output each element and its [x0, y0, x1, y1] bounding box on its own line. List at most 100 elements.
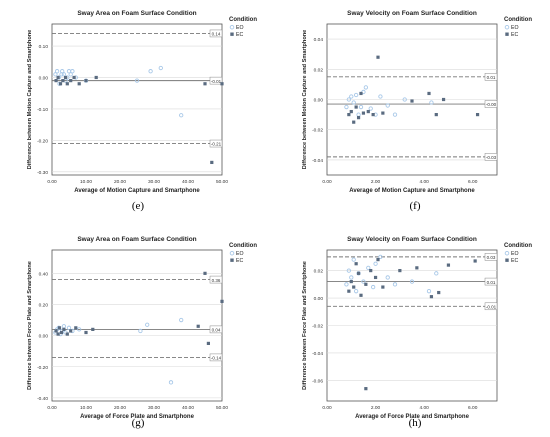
x-tick-label: 20.00: [114, 405, 126, 411]
ref-label: 0.04: [212, 328, 221, 333]
data-point-eo: [373, 261, 378, 266]
data-point-ec: [65, 82, 69, 86]
x-tick-label: 20.00: [114, 179, 126, 185]
y-axis-label: Difference between Force Plate and Smart…: [27, 261, 33, 390]
chart-title: Sway Velocity on Foam Surface Condition: [347, 236, 477, 243]
chart-title: Sway Area on Foam Surface Condition: [77, 236, 196, 243]
data-point-eo: [353, 92, 359, 98]
y-tick-label: 0.40: [39, 271, 49, 277]
data-point-eo: [385, 275, 390, 280]
data-point-ec: [446, 263, 451, 267]
y-axis-label: Difference between Motion Capture and Sm…: [27, 30, 33, 170]
data-point-ec: [58, 82, 63, 86]
data-point-eo: [344, 104, 349, 110]
data-point-eo: [54, 69, 60, 74]
data-point-ec: [56, 332, 60, 336]
y-tick-label: -0.02: [312, 324, 323, 330]
data-point-ec: [473, 259, 477, 263]
data-point-ec: [54, 329, 58, 333]
ref-label-box: [209, 353, 223, 362]
data-point-eo: [148, 69, 153, 74]
data-point-ec: [410, 99, 414, 103]
data-point-eo: [61, 72, 67, 77]
chart-title: Sway Velocity on Foam Surface Condition: [347, 10, 477, 17]
chart-panel-f: Sway Velocity on Foam Surface Condition 0…: [275, 0, 550, 194]
plot-frame: [51, 249, 223, 402]
data-point-ec: [74, 326, 78, 330]
data-point-eo: [349, 275, 354, 280]
data-point-eo: [370, 284, 376, 290]
data-point-eo: [66, 325, 72, 330]
chart-panel-h: Sway Velocity on Foam Surface Condition 0…: [275, 226, 550, 420]
data-point-eo: [351, 100, 356, 105]
data-point-ec: [381, 111, 385, 115]
data-point-eo: [385, 103, 390, 108]
x-axis-label: Average of Force Plate and Smartphone: [355, 414, 469, 420]
y-axis-label: Difference between Motion Capture and Sm…: [302, 30, 308, 170]
x-tick-label: 40.00: [182, 179, 194, 185]
caption-e: (e): [131, 200, 145, 212]
data-point-ec: [475, 113, 480, 117]
legend-label: EO: [511, 251, 519, 257]
data-point-eo: [68, 72, 73, 77]
data-point-eo: [83, 78, 89, 83]
data-point-eo: [426, 289, 432, 294]
data-point-ec: [57, 326, 62, 330]
data-point-eo: [368, 106, 373, 111]
ref-label: 0.14: [212, 32, 221, 37]
x-tick-label: 0.00: [322, 405, 332, 411]
data-point-ec: [376, 55, 380, 59]
chart-g: Sway Area on Foam Surface Condition 0.36 0…: [27, 236, 257, 420]
ref-label-box: [484, 73, 498, 81]
data-point-ec: [441, 97, 446, 102]
ref-label: 0.01: [487, 280, 496, 285]
data-point-eo: [134, 78, 140, 83]
data-point-eo: [346, 268, 352, 273]
data-point-ec: [356, 116, 361, 120]
data-point-ec: [347, 113, 351, 117]
x-axis-label: Average of Force Plate and Smartphone: [80, 414, 194, 420]
ref-label-box: [209, 325, 223, 334]
y-tick-label: 0.00: [314, 296, 324, 302]
y-tick-label: -0.20: [37, 138, 48, 144]
data-point-ec: [381, 285, 385, 289]
data-point-eo: [145, 322, 150, 327]
chart-f: Sway Velocity on Foam Surface Condition 0…: [302, 10, 532, 194]
y-tick-label: 0.00: [39, 334, 49, 340]
legend-label: EO: [236, 25, 244, 31]
data-point-ec: [429, 295, 434, 299]
legend-title: Condition: [229, 17, 257, 23]
legend-label: EC: [511, 32, 518, 38]
legend-marker-ec: [230, 32, 234, 36]
legend-label: EC: [511, 258, 518, 264]
data-point-ec: [210, 160, 214, 165]
caption-f: (f): [409, 200, 421, 212]
plot-frame: [51, 23, 223, 176]
y-tick-label: -0.30: [37, 170, 48, 176]
ref-label-box: [484, 100, 498, 108]
data-point-eo: [351, 257, 356, 262]
ref-label: -0.01: [486, 304, 497, 309]
ref-label: -0.03: [486, 155, 497, 160]
data-point-eo: [77, 327, 82, 332]
data-point-ec: [54, 79, 58, 83]
x-axis-label: Average of Motion Capture and Smartphone: [74, 188, 200, 194]
ref-label: 0.01: [487, 75, 496, 80]
y-tick-label: 0.10: [39, 44, 49, 50]
y-tick-label: 0.02: [314, 269, 324, 275]
data-point-ec: [359, 293, 363, 297]
data-point-eo: [392, 112, 398, 117]
legend-marker-eo: [504, 250, 510, 256]
data-point-ec: [352, 120, 356, 124]
y-tick-label: -0.06: [312, 378, 323, 384]
data-point-eo: [358, 104, 364, 110]
ref-label: 0.36: [212, 278, 221, 283]
data-point-ec: [437, 290, 441, 295]
ref-label-box: [484, 253, 498, 261]
data-point-eo: [60, 69, 65, 74]
data-point-ec: [206, 341, 210, 346]
data-point-ec: [364, 282, 368, 286]
data-point-eo: [353, 289, 359, 294]
ref-label-box: [484, 302, 498, 311]
x-tick-label: 10.00: [80, 179, 92, 185]
